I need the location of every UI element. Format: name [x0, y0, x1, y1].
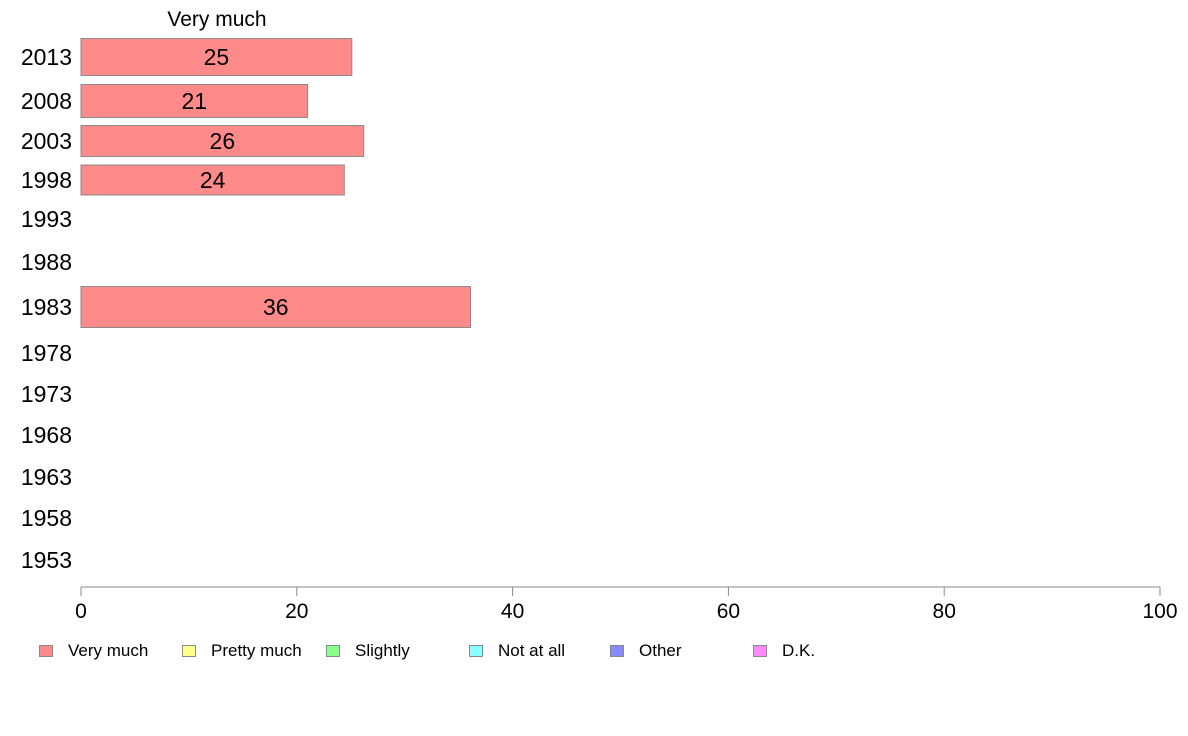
column-header: Very much	[167, 8, 266, 31]
y-tick-label: 1953	[21, 547, 72, 573]
y-tick-label: 1968	[21, 422, 72, 448]
x-axis: 0 20 40 60 80 100	[75, 586, 1178, 623]
legend-item: Other	[610, 640, 682, 662]
x-tick-label: 40	[501, 600, 524, 623]
legend-label: Not at all	[498, 641, 566, 660]
y-tick-label: 1973	[21, 381, 72, 407]
data-label: 25	[204, 44, 230, 70]
y-tick-label: 2003	[21, 128, 72, 154]
bar	[80, 38, 353, 76]
x-tick-label: 0	[75, 600, 87, 623]
x-tick-label: 20	[285, 600, 308, 623]
data-label: 26	[210, 128, 236, 154]
y-tick-label: 2013	[21, 44, 72, 70]
legend-swatch	[39, 645, 53, 657]
y-tick-label: 1993	[21, 206, 72, 232]
y-tick-label: 1983	[21, 294, 72, 320]
legend: Very much Pretty much Slightly Not at all Ot…	[0, 640, 1188, 662]
legend-label: Other	[639, 641, 682, 660]
y-tick-label: 1998	[21, 167, 72, 193]
legend-item: Pretty much	[182, 640, 302, 662]
data-label: 21	[181, 88, 207, 114]
legend-label: Pretty much	[211, 641, 302, 660]
data-label: 24	[200, 167, 226, 193]
bar	[80, 84, 309, 118]
legend-item: Slightly	[326, 640, 410, 662]
x-tick-label: 100	[1142, 600, 1177, 623]
y-tick-label: 1963	[21, 464, 72, 490]
bar	[80, 125, 365, 157]
legend-swatch	[182, 645, 196, 657]
x-tick-label: 60	[717, 600, 740, 623]
legend-item: Very much	[39, 640, 148, 662]
legend-swatch	[610, 645, 624, 657]
legend-item: D.K.	[753, 640, 815, 662]
bar	[80, 164, 345, 196]
y-tick-label: 1978	[21, 340, 72, 366]
y-tick-label: 2008	[21, 88, 72, 114]
x-tick-label: 80	[933, 600, 956, 623]
legend-label: Very much	[68, 641, 149, 660]
bar	[80, 286, 472, 328]
legend-item: Not at all	[469, 640, 565, 662]
y-axis-labels: 2013 2008 2003 1998 1993 1988 1983 1978 1973 1968…	[21, 44, 72, 573]
y-tick-label: 1988	[21, 249, 72, 275]
y-tick-label: 1958	[21, 505, 72, 531]
column-header-group: Very much	[167, 8, 266, 31]
legend-swatch	[326, 645, 340, 657]
legend-label: D.K.	[782, 641, 816, 660]
data-label: 36	[263, 294, 289, 320]
legend-swatch	[469, 645, 483, 657]
legend-label: Slightly	[355, 641, 410, 660]
legend-swatch	[753, 645, 767, 657]
